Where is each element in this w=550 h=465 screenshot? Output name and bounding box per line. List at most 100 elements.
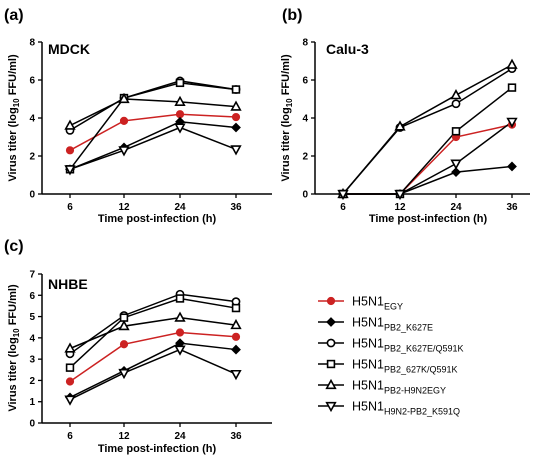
panel-title: MDCK (48, 41, 90, 57)
y-tick-label: 1 (29, 397, 35, 408)
legend-label: H5N1EGY (352, 295, 403, 312)
data-point-h9n2egy (64, 119, 76, 130)
data-point-h9n2_k591q (230, 145, 242, 156)
legend-label: H5N1PB2_627K/Q591K (352, 358, 458, 375)
y-tick-label: 8 (302, 38, 308, 49)
data-point-h9n2_k591q (118, 146, 130, 157)
series-line-k627e (69, 342, 237, 399)
y-tick-label: 0 (302, 190, 308, 201)
data-point-egy (231, 332, 241, 341)
series-line-627k_q591k (69, 82, 237, 170)
series-line-k627e_q591k (342, 67, 513, 195)
data-point-627k_q591k (175, 294, 185, 303)
x-tick-label: 24 (450, 202, 462, 213)
y-tick-label: 8 (29, 38, 35, 49)
y-tick-label: 6 (29, 76, 35, 87)
series-line-627k_q591k (69, 297, 237, 369)
data-point-k627e (451, 167, 461, 178)
data-point-627k_q591k (65, 363, 75, 372)
data-point-h9n2_k591q (394, 189, 406, 201)
legend-marker (326, 296, 336, 306)
y-axis-label: Virus titer (log10 FFU/ml) (7, 284, 21, 412)
legend-item-egy: H5N1EGY (318, 295, 403, 312)
data-point-h9n2egy (230, 318, 242, 330)
legend-item-h9n2_k591q: H5N1H9N2-PB2_K591Q (318, 400, 460, 417)
series-line-k627e (343, 165, 513, 195)
x-tick-label: 6 (67, 431, 73, 442)
legend: H5N1EGY H5N1PB2_K627E H5N1PB2_K627E/Q591K H… (318, 295, 464, 417)
data-point-k627e (231, 122, 241, 133)
x-axis-label: Time post-infection (h) (98, 443, 217, 455)
x-tick-label: 36 (230, 202, 242, 213)
data-point-h9n2_k591q (64, 165, 76, 176)
y-axis-label: Virus titer (log10 FFU/ml) (7, 54, 21, 182)
series-line-k627e_q591k (69, 293, 237, 355)
legend-label: H5N1PB2_K627E (352, 316, 433, 333)
series-line-h9n2egy (69, 98, 237, 127)
x-tick-label: 24 (174, 202, 186, 213)
y-tick-label: 0 (29, 190, 35, 201)
y-tick-label: 2 (29, 376, 35, 387)
x-tick-label: 12 (118, 202, 130, 213)
series-line-egy (69, 331, 237, 383)
data-point-h9n2egy (394, 120, 406, 131)
x-axis-label: Time post-infection (h) (98, 213, 217, 225)
legend-label: H5N1PB2-H9N2EGY (352, 379, 446, 396)
data-point-h9n2egy (118, 319, 130, 331)
data-point-h9n2egy (450, 89, 462, 100)
y-tick-label: 7 (29, 270, 35, 281)
data-point-h9n2egy (506, 58, 518, 69)
data-point-h9n2egy (64, 342, 76, 353)
data-point-egy (175, 328, 185, 337)
series-line-k627e_q591k (69, 80, 237, 131)
data-point-h9n2egy (174, 95, 186, 106)
series-line-h9n2_k591q (343, 121, 513, 195)
legend-label: H5N1PB2_K627E/Q591K (352, 337, 464, 354)
panel-title: NHBE (48, 276, 88, 292)
y-axis-label: Virus titer (log10 FFU/ml) (280, 54, 294, 182)
legend-item-h9n2egy: H5N1PB2-H9N2EGY (318, 379, 446, 396)
data-point-627k_q591k (451, 127, 461, 136)
legend-marker (325, 401, 337, 413)
y-tick-label: 3 (29, 355, 35, 366)
data-point-k627e_q591k (451, 99, 461, 109)
data-point-h9n2egy (230, 100, 242, 111)
data-point-627k_q591k (175, 78, 185, 88)
y-tick-label: 4 (29, 114, 35, 125)
data-point-h9n2egy (118, 92, 130, 104)
legend-label: H5N1H9N2-PB2_K591Q (352, 400, 460, 417)
x-tick-label: 6 (67, 202, 73, 213)
legend-marker (325, 378, 337, 390)
y-tick-label: 0 (29, 419, 35, 430)
legend-marker (326, 338, 336, 348)
y-tick-label: 6 (302, 76, 308, 87)
data-point-egy (231, 112, 241, 122)
series-line-egy (69, 113, 237, 151)
series-line-k627e (69, 121, 237, 170)
panel-letter: (b) (282, 7, 302, 24)
data-point-h9n2_k591q (230, 369, 242, 381)
data-point-h9n2_k591q (337, 189, 349, 201)
y-tick-label: 2 (302, 152, 308, 163)
series-line-h9n2egy (342, 64, 513, 195)
y-tick-label: 6 (29, 291, 35, 302)
data-point-egy (65, 377, 75, 386)
data-point-egy (119, 340, 129, 349)
x-tick-label: 12 (394, 202, 406, 213)
data-point-627k_q591k (231, 303, 241, 313)
data-point-h9n2_k591q (64, 395, 76, 406)
y-tick-label: 4 (29, 333, 35, 344)
data-point-egy (119, 116, 129, 125)
x-tick-label: 36 (230, 431, 242, 442)
data-point-h9n2_k591q (174, 123, 186, 134)
x-axis-label: Time post-infection (h) (369, 213, 488, 225)
x-tick-label: 12 (118, 431, 130, 442)
series-line-h9n2_k591q (69, 126, 237, 171)
data-point-egy (65, 146, 75, 155)
data-point-h9n2_k591q (118, 368, 130, 380)
panel-title: Calu-3 (326, 41, 369, 57)
data-point-egy (175, 110, 185, 119)
y-tick-label: 5 (29, 312, 35, 323)
legend-item-k627e_q591k: H5N1PB2_K627E/Q591K (318, 337, 464, 354)
